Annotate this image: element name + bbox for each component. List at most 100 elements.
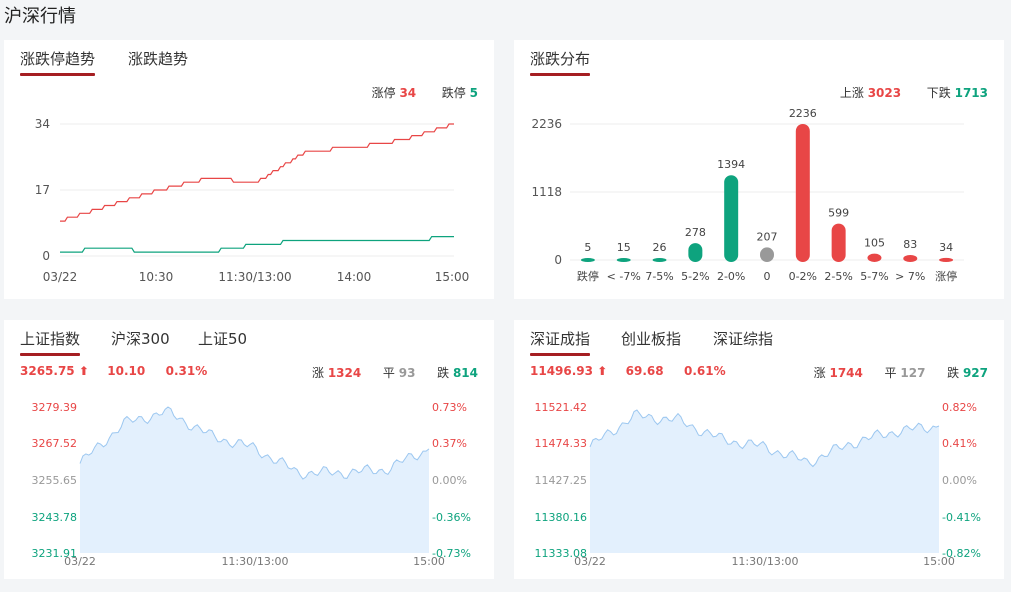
y-tick-right: -0.36% — [432, 511, 471, 524]
index-change: 69.68 — [625, 364, 664, 378]
y-tick-left: 11333.08 — [535, 547, 588, 560]
y-tick: 0 — [42, 249, 50, 263]
y-tick: 1118 — [531, 185, 562, 199]
up-value: 3023 — [867, 86, 902, 100]
x-tick: 03/22 — [574, 555, 606, 568]
limit-up-label: 涨停 — [371, 86, 396, 100]
y-tick-left: 11427.25 — [535, 474, 588, 487]
bar — [688, 243, 703, 262]
limit-trend-panel: 涨跌停趋势 涨跌趋势 涨停 34 跌停 5 34 17 0 03/22 10:3… — [4, 40, 494, 299]
down-value: 1713 — [954, 86, 988, 100]
index-change: 10.10 — [107, 364, 146, 378]
limit-down-value: 5 — [469, 86, 478, 100]
bar-value-label: 599 — [828, 207, 849, 220]
page-title: 沪深行情 — [4, 6, 76, 27]
up-count: 1324 — [327, 366, 362, 380]
y-tick: 17 — [35, 183, 50, 197]
x-tick: 15:00 — [923, 555, 955, 568]
down-label: 下跌 — [926, 86, 951, 100]
tab-sh-composite[interactable]: 上证指数 — [20, 330, 81, 356]
y-tick: 34 — [35, 117, 50, 131]
category-label: 0 — [764, 270, 771, 283]
y-tick-right: 0.00% — [432, 474, 467, 487]
down-label: 跌 — [947, 366, 960, 380]
y-tick-right: 0.37% — [432, 437, 467, 450]
down-label: 跌 — [437, 366, 450, 380]
category-label: 2-5% — [824, 270, 852, 283]
tab-chinext[interactable]: 创业板指 — [621, 330, 682, 348]
category-label: > 7% — [895, 270, 925, 283]
flat-label: 平 — [382, 366, 395, 380]
category-label: 0-2% — [789, 270, 817, 283]
y-tick-left: 11521.42 — [535, 401, 588, 414]
index-pct: 0.31% — [165, 364, 208, 378]
flat-label: 平 — [884, 366, 897, 380]
y-tick-right: 0.73% — [432, 401, 467, 414]
y-tick-left: 11474.33 — [535, 437, 588, 450]
tab-sz-component[interactable]: 深证成指 — [530, 330, 591, 356]
index-area — [590, 410, 939, 553]
x-tick: 03/22 — [64, 555, 96, 568]
up-label: 涨 — [311, 366, 324, 380]
x-tick: 11:30/13:00 — [221, 555, 288, 568]
y-tick-left: 3279.39 — [32, 401, 78, 414]
sz-index-chart: 11521.42 11474.33 11427.25 11380.16 1133… — [535, 401, 981, 568]
tab-distribution[interactable]: 涨跌分布 — [530, 50, 591, 76]
category-label: 7-5% — [645, 270, 673, 283]
limit-legend: 涨停 34 跌停 5 — [372, 84, 478, 101]
bar — [903, 254, 918, 262]
y-tick: 2236 — [531, 117, 562, 131]
x-tick: 14:00 — [337, 270, 372, 284]
up-label: 涨 — [813, 366, 826, 380]
y-tick-right: 0.82% — [942, 401, 977, 414]
index-price: 11496.93 — [530, 364, 594, 378]
bar — [616, 258, 631, 262]
limit-down-label: 跌停 — [441, 86, 466, 100]
index-line — [79, 406, 430, 480]
category-label: < -7% — [607, 270, 641, 283]
index-area — [80, 407, 429, 553]
index-quote: 3265.75 ⬆ 10.10 0.31% — [20, 364, 207, 378]
tab-sz-composite[interactable]: 深证综指 — [713, 330, 774, 348]
category-label: 5-7% — [860, 270, 888, 283]
bar — [760, 247, 774, 262]
bar-value-label: 278 — [685, 226, 706, 239]
bar — [867, 253, 882, 262]
distribution-legend: 上涨 3023 下跌 1713 — [840, 84, 988, 101]
distribution-panel: 涨跌分布 上涨 3023 下跌 1713 2236 1118 0 5 跌停 15 < … — [514, 40, 1004, 299]
bar-value-label: 207 — [757, 230, 778, 243]
x-tick: 11:30/13:00 — [731, 555, 798, 568]
flat-count: 127 — [900, 366, 926, 380]
distribution-chart: 2236 1118 0 5 跌停 15 < -7% 26 7-5% 278 5-2% 1394 2… — [531, 107, 964, 283]
index-quote: 11496.93 ⬆ 69.68 0.61% — [530, 364, 726, 378]
tab-up-down-trend[interactable]: 涨跌趋势 — [128, 50, 189, 68]
y-tick-left: 3255.65 — [32, 474, 78, 487]
y-tick-right: -0.41% — [942, 511, 981, 524]
y-tick-left: 3243.78 — [32, 511, 78, 524]
index-line — [589, 409, 940, 468]
sz-index-panel: 深证成指 创业板指 深证综指 11496.93 ⬆ 69.68 0.61% 涨 … — [514, 320, 1004, 579]
bar — [724, 175, 739, 262]
up-arrow-icon: ⬆ — [78, 364, 89, 378]
bar — [831, 223, 846, 262]
tab-limit-trend[interactable]: 涨跌停趋势 — [20, 50, 96, 76]
down-count: 927 — [962, 366, 988, 380]
index-price: 3265.75 — [20, 364, 75, 378]
y-tick-right: -0.82% — [942, 547, 981, 560]
limit-trend-chart: 34 17 0 03/22 10:30 11:30/13:00 14:00 15… — [35, 117, 470, 284]
bar-value-label: 2236 — [789, 107, 817, 120]
bar-value-label: 26 — [653, 241, 667, 254]
bar — [939, 257, 954, 262]
bar-value-label: 34 — [939, 241, 953, 254]
tab-csi300[interactable]: 沪深300 — [111, 330, 170, 348]
breadth-stats: 涨 1324 平 93 跌 814 — [312, 364, 478, 381]
y-tick-right: 0.41% — [942, 437, 977, 450]
x-tick: 03/22 — [43, 270, 78, 284]
bar-value-label: 15 — [617, 241, 631, 254]
y-tick-right: 0.00% — [942, 474, 977, 487]
bar-value-label: 83 — [903, 238, 917, 251]
y-tick-left: 3267.52 — [32, 437, 78, 450]
tab-sse50[interactable]: 上证50 — [198, 330, 248, 348]
x-tick: 11:30/13:00 — [218, 270, 291, 284]
up-count: 1744 — [829, 366, 863, 380]
